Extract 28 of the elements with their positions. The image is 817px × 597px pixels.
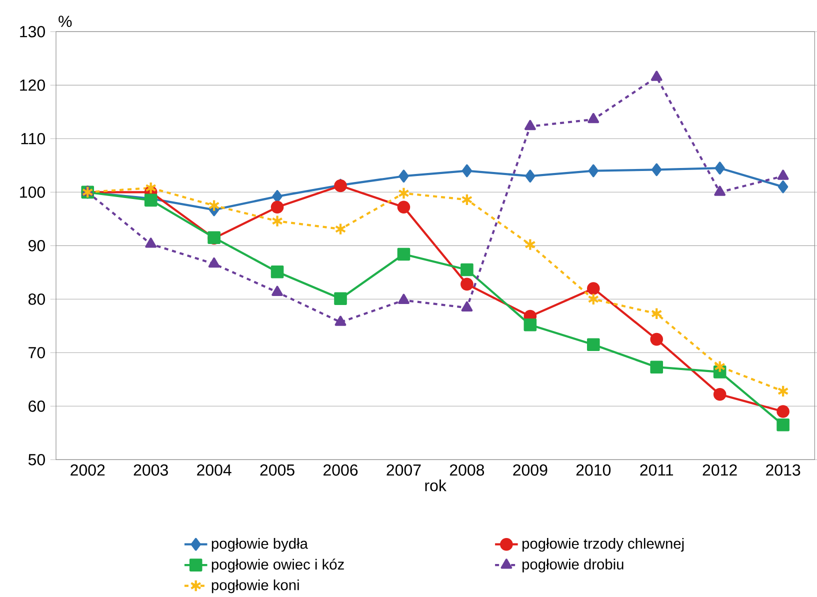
y-tick-label: 120 — [20, 80, 45, 91]
y-tick-label: 90 — [28, 240, 45, 252]
x-tick-label: 2011 — [640, 464, 674, 476]
y-tick-label: 80 — [28, 294, 45, 305]
legend-label: pogłowie drobiu — [522, 558, 624, 572]
x-tick-label: 2009 — [513, 464, 548, 476]
x-tick-label: 2007 — [386, 464, 421, 476]
y-axis-title: % — [58, 16, 72, 27]
x-tick-label: 2003 — [134, 464, 168, 476]
y-tick-label: 50 — [28, 454, 45, 466]
x-axis-title: rok — [425, 480, 446, 492]
legend-label: pogłowie koni — [212, 579, 299, 594]
y-tick-label: 60 — [28, 400, 45, 412]
y-tick-label: 110 — [21, 133, 45, 144]
legend-label: pogłowie owiec i kóz — [212, 558, 344, 572]
x-tick-label: 2004 — [197, 464, 232, 476]
x-tick-label: 2010 — [576, 464, 611, 476]
legend-label: pogłowie trzody chlewnej — [522, 538, 684, 552]
x-tick-label: 2006 — [324, 464, 358, 476]
y-tick-label: 130 — [20, 26, 45, 38]
x-tick-label: 2008 — [450, 464, 484, 476]
legend-label: pogłowie bydła — [212, 538, 308, 552]
x-tick-label: 2013 — [766, 464, 800, 476]
x-tick-label: 2002 — [70, 464, 105, 476]
y-tick-label: 70 — [28, 347, 45, 358]
y-tick-label: 100 — [20, 186, 45, 198]
x-tick-label: 2005 — [260, 464, 294, 476]
x-tick-label: 2012 — [702, 464, 737, 476]
